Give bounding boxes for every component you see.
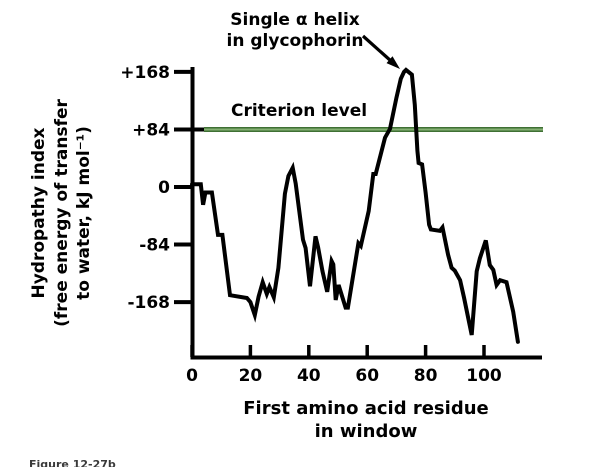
y-axis-title: Hydropathy index (free energy of transfe… — [28, 62, 96, 364]
y-axis-title-line2: (free energy of transfer — [51, 99, 72, 327]
peak-annotation: Single α helix in glycophorin — [203, 10, 387, 52]
figure-caption-cropped: Figure 12-27b — [29, 458, 116, 467]
criterion-level-label: Criterion level — [231, 101, 368, 121]
figure-caption-text: Figure 12-27b — [29, 458, 116, 467]
x-axis-title-line2: in window — [314, 421, 418, 442]
peak-annotation-line2: in glycophorin — [226, 31, 364, 51]
y-tick-label: -84 — [139, 236, 170, 256]
x-axis-title: First amino acid residue in window — [225, 397, 507, 443]
x-tick-label: 100 — [466, 366, 502, 386]
x-tick-label: 40 — [297, 366, 321, 386]
y-axis-title-line1: Hydropathy index — [29, 127, 49, 299]
y-tick-label: +168 — [120, 63, 170, 83]
annotation-arrow-head-icon — [386, 56, 400, 69]
y-axis-title-line3: to water, kJ mol⁻¹) — [74, 126, 94, 300]
x-tick-label: 60 — [355, 366, 379, 386]
y-tick-label: +84 — [132, 120, 170, 140]
x-tick-label: 80 — [414, 366, 438, 386]
hydropathy-curve — [190, 67, 520, 344]
annotation-arrow-shaft — [361, 34, 393, 63]
peak-annotation-line1: Single α helix — [230, 10, 360, 30]
x-tick-label: 20 — [239, 366, 263, 386]
y-tick-label: 0 — [158, 178, 170, 198]
x-tick-label: 0 — [186, 366, 198, 386]
y-tick-label: -168 — [127, 293, 170, 313]
x-axis-title-line1: First amino acid residue — [243, 398, 489, 419]
